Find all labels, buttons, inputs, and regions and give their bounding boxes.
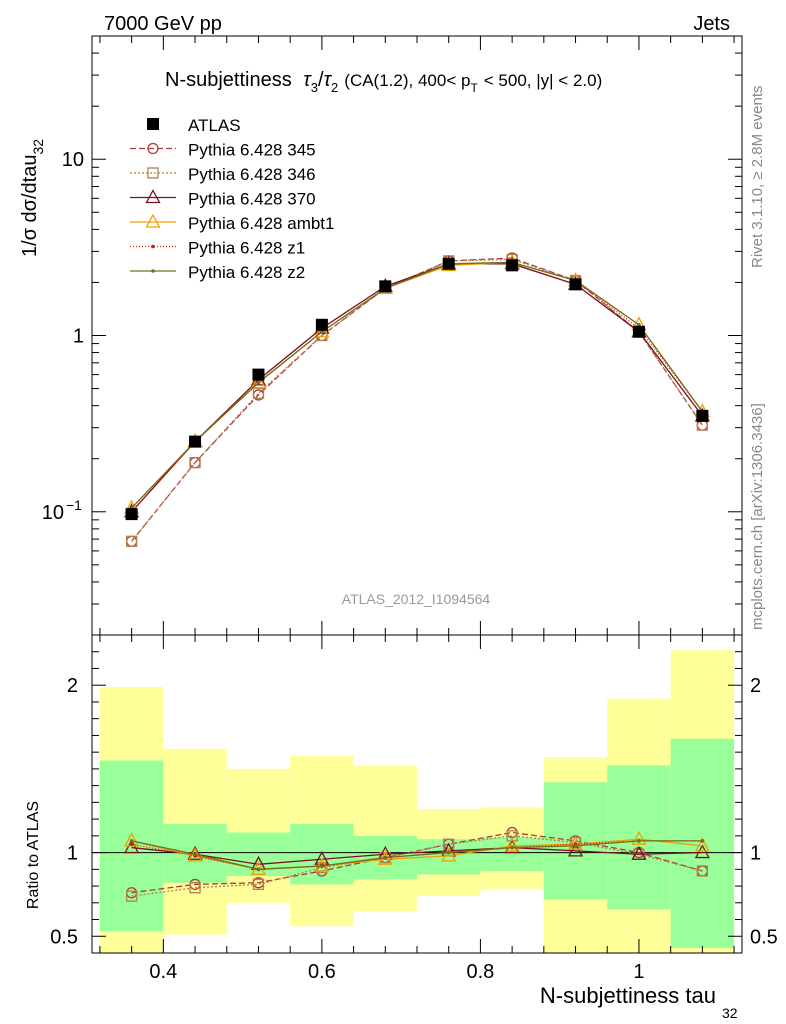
ratio-point-2 — [631, 845, 647, 860]
ratio-axis-label: Ratio to ATLAS — [25, 801, 42, 909]
ratio-point-1 — [696, 865, 709, 877]
series-line-5 — [131, 261, 703, 509]
legend-label-2: Pythia 6.428 370 — [188, 190, 316, 209]
series-point-1 — [125, 535, 138, 547]
ratio-point-5 — [129, 839, 134, 843]
ratio-point-3 — [567, 835, 584, 850]
data-point — [632, 325, 645, 338]
legend-marker-1 — [147, 167, 159, 179]
ratio-point-5 — [320, 864, 324, 868]
series-point-5 — [320, 329, 324, 334]
x-tick-label: 1 — [633, 961, 644, 983]
ratio-band-inner — [480, 837, 544, 871]
legend-marker-2 — [145, 189, 161, 204]
data-point — [569, 278, 582, 291]
x-tick-label: 0.8 — [467, 961, 495, 983]
legend-marker-3 — [145, 213, 161, 228]
ratio-point-5 — [637, 839, 641, 843]
series-point-5 — [256, 380, 261, 385]
ratio-point-2 — [567, 842, 584, 857]
ratio-tick-label: 1 — [750, 843, 761, 865]
mcplots-label: mcplots.cern.ch [arXiv:1306.3436] — [749, 403, 766, 630]
x-tick-label: 0.6 — [308, 961, 336, 983]
data-point — [125, 508, 138, 521]
data-point — [379, 280, 392, 293]
x-axis-label: N-subjettiness tau — [540, 983, 716, 1008]
series-line-1 — [131, 258, 703, 542]
series-line-0 — [131, 257, 703, 542]
ratio-line-1 — [131, 835, 703, 897]
y-tick-label: 10 — [42, 502, 64, 524]
data-point — [315, 318, 328, 331]
ratio-point-2 — [694, 844, 710, 859]
ratio-point-3 — [441, 847, 457, 862]
y-tick-label-exponent: −1 — [66, 497, 82, 513]
legend-label-0: Pythia 6.428 345 — [188, 141, 316, 160]
ratio-tick-label: 2 — [750, 675, 761, 697]
ratio-point-3 — [631, 830, 647, 845]
legend-label-4: Pythia 6.428 z1 — [188, 239, 305, 258]
ratio-point-4 — [129, 842, 134, 847]
legend-marker-5 — [151, 269, 155, 273]
ratio-point-2 — [124, 839, 140, 854]
category-label: Jets — [693, 13, 730, 35]
rivet-label: Rivet 3.1.10, ≥ 2.8M events — [749, 86, 766, 269]
y-axis-label: 1/σ dσ/dtau32 — [19, 139, 46, 257]
series-line-3 — [131, 261, 703, 509]
y-tick-label: 1 — [73, 326, 84, 348]
analysis-id: ATLAS_2012_I1094564 — [342, 591, 491, 607]
data-point — [506, 259, 519, 272]
collision-label: 7000 GeV pp — [104, 13, 222, 35]
y-tick-label: 10 — [62, 149, 84, 171]
ratio-point-1 — [189, 882, 201, 894]
ratio-point-5 — [193, 852, 197, 857]
legend-label-1: Pythia 6.428 346 — [188, 165, 316, 184]
ratio-point-3 — [694, 837, 710, 852]
ratio-point-5 — [573, 844, 578, 848]
series-line-2 — [131, 263, 703, 513]
x-axis-label-subscript: 32 — [722, 1005, 738, 1021]
ratio-line-5 — [131, 840, 703, 870]
ratio-point-5 — [510, 845, 514, 850]
series-point-3 — [250, 374, 267, 389]
ratio-tick-label: 0.5 — [50, 926, 78, 948]
legend-marker-0 — [147, 142, 159, 155]
ratio-tick-label: 1 — [67, 843, 78, 865]
ratio-point-5 — [446, 850, 451, 855]
data-point — [442, 257, 455, 270]
ratio-band-inner — [607, 765, 671, 910]
legend-label-5: Pythia 6.428 z2 — [188, 263, 305, 282]
data-point — [189, 435, 202, 448]
data-point — [252, 368, 265, 381]
ratio-line-2 — [131, 846, 703, 865]
ratio-point-5 — [256, 867, 261, 872]
ratio-band-inner — [543, 782, 608, 900]
series-point-5 — [637, 323, 641, 327]
legend-label-atlas: ATLAS — [188, 116, 241, 135]
data-point — [696, 409, 709, 422]
ratio-tick-label: 0.5 — [750, 926, 778, 948]
ratio-point-5 — [383, 855, 388, 860]
legend-marker-4 — [151, 244, 155, 249]
ratio-tick-label: 2 — [67, 675, 78, 697]
x-tick-label: 0.4 — [149, 961, 177, 983]
ratio-band-inner — [290, 824, 354, 885]
series-point-1 — [189, 456, 201, 469]
legend-marker-atlas — [147, 118, 159, 130]
ratio-point-1 — [252, 878, 265, 891]
ratio-point-3 — [504, 837, 520, 852]
ratio-point-5 — [700, 839, 705, 843]
legend-label-3: Pythia 6.428 ambt1 — [188, 214, 334, 233]
ratio-point-1 — [125, 890, 138, 902]
chart-title: N-subjettiness τ3/τ2 (CA(1.2), 400< pT < 5… — [165, 69, 602, 95]
series-line-4 — [131, 261, 703, 513]
